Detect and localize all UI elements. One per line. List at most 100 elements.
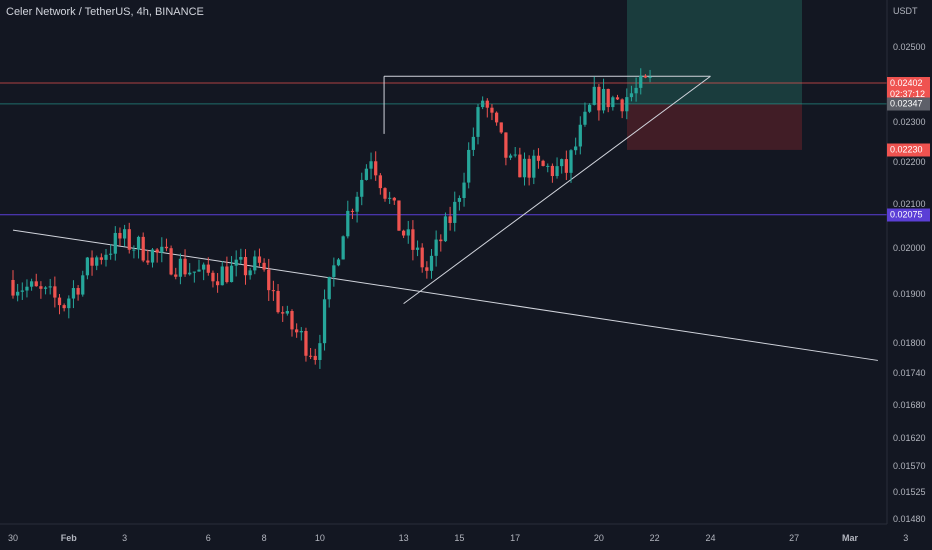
- candle-body: [615, 97, 620, 100]
- candle-body: [508, 155, 513, 158]
- candle-body: [313, 355, 317, 360]
- candle-body: [504, 132, 508, 158]
- price-tick-label: 0.01740: [893, 368, 926, 379]
- candle-body: [383, 188, 387, 199]
- stop-price-value: 0.02230: [890, 144, 923, 155]
- candle-body: [587, 104, 592, 112]
- candle-body: [81, 275, 85, 295]
- candle-body: [401, 230, 406, 236]
- level-price-tag: 0.02075: [887, 208, 930, 222]
- candle-body: [443, 216, 448, 242]
- candle-body: [169, 248, 173, 275]
- candle-body: [253, 256, 257, 271]
- candle-body: [429, 255, 434, 271]
- candle-body: [248, 270, 252, 276]
- candle-body: [578, 124, 582, 147]
- stop-zone: [627, 103, 802, 150]
- candles: [11, 68, 652, 369]
- candle-body: [522, 158, 527, 178]
- candle-body: [308, 355, 313, 357]
- candle-body: [490, 107, 494, 113]
- candle-body: [439, 239, 443, 242]
- time-tick-label: 24: [705, 533, 716, 543]
- candle-body: [434, 239, 438, 256]
- candle-body: [16, 291, 20, 296]
- candle-body: [527, 158, 531, 178]
- candle-body: [225, 266, 229, 283]
- candle-body: [499, 122, 503, 133]
- candle-body: [360, 179, 364, 197]
- time-tick-label: Feb: [60, 533, 77, 543]
- candle-body: [188, 272, 192, 275]
- candle-body: [20, 290, 24, 292]
- candle-body: [411, 229, 415, 250]
- price-tick-label: 0.01525: [893, 487, 926, 498]
- time-tick-label: 22: [649, 533, 660, 543]
- candle-body: [299, 330, 303, 333]
- candle-body: [109, 253, 113, 255]
- candle-body: [95, 257, 99, 266]
- candle-body: [192, 271, 196, 273]
- candle-body: [136, 236, 141, 250]
- candle-body: [239, 256, 243, 260]
- candle-body: [350, 210, 355, 212]
- candle-body: [113, 232, 117, 254]
- last-price-value: 0.02402: [890, 78, 923, 88]
- candle-body: [290, 311, 294, 330]
- candle-body: [332, 265, 336, 277]
- candle-body: [569, 150, 573, 173]
- entry-price-tag: 0.02347: [887, 97, 930, 111]
- candle-body: [183, 258, 187, 275]
- price-tick-label: 0.01570: [893, 460, 926, 471]
- candle-body: [532, 155, 536, 178]
- candle-body: [336, 259, 341, 266]
- candle-body: [634, 87, 638, 94]
- candle-body: [555, 166, 559, 177]
- candle-body: [462, 182, 466, 198]
- candle-body: [155, 249, 159, 253]
- candle-body: [57, 297, 62, 306]
- candle-body: [178, 258, 183, 277]
- candle-body: [25, 286, 29, 291]
- candle-body: [648, 76, 652, 78]
- candle-body: [304, 330, 308, 356]
- candle-body: [494, 112, 499, 123]
- candle-body: [550, 165, 555, 177]
- target-zone: [627, 0, 802, 104]
- candle-body: [476, 107, 480, 137]
- candle-body: [34, 281, 38, 287]
- entry-price-value: 0.02347: [890, 98, 923, 109]
- candle-body: [118, 232, 122, 239]
- symbol-title[interactable]: Celer Network / TetherUS, 4h, BINANCE: [6, 6, 204, 18]
- candle-body: [341, 236, 345, 260]
- candle-body: [174, 274, 178, 277]
- candle-body: [11, 279, 15, 296]
- time-tick-label: 3: [903, 533, 909, 543]
- candle-body: [406, 229, 410, 236]
- candle-body: [457, 197, 462, 202]
- price-tick-label: 0.01480: [893, 514, 926, 524]
- candle-body: [48, 286, 52, 288]
- candle-body: [369, 161, 373, 169]
- price-tick-label: 0.01900: [893, 289, 926, 300]
- candle-body: [364, 168, 369, 180]
- candle-body: [564, 159, 568, 173]
- time-tick-label: 30: [7, 533, 19, 543]
- candle-body: [620, 99, 624, 112]
- last-price-tag: 0.02402 02:37:12: [887, 77, 930, 101]
- candle-body: [546, 165, 550, 167]
- candle-body: [104, 254, 108, 260]
- candle-body: [392, 197, 396, 201]
- currency-label[interactable]: USDT: [893, 6, 918, 16]
- candle-body: [132, 249, 136, 251]
- candle-body: [415, 247, 420, 250]
- candle-body: [425, 267, 429, 271]
- candle-body: [206, 264, 210, 273]
- candle-body: [481, 100, 485, 108]
- candle-body: [122, 229, 127, 239]
- candle-body: [90, 257, 94, 266]
- candle-body: [592, 86, 596, 105]
- candle-body: [62, 305, 66, 309]
- time-tick-label: 6: [205, 533, 211, 543]
